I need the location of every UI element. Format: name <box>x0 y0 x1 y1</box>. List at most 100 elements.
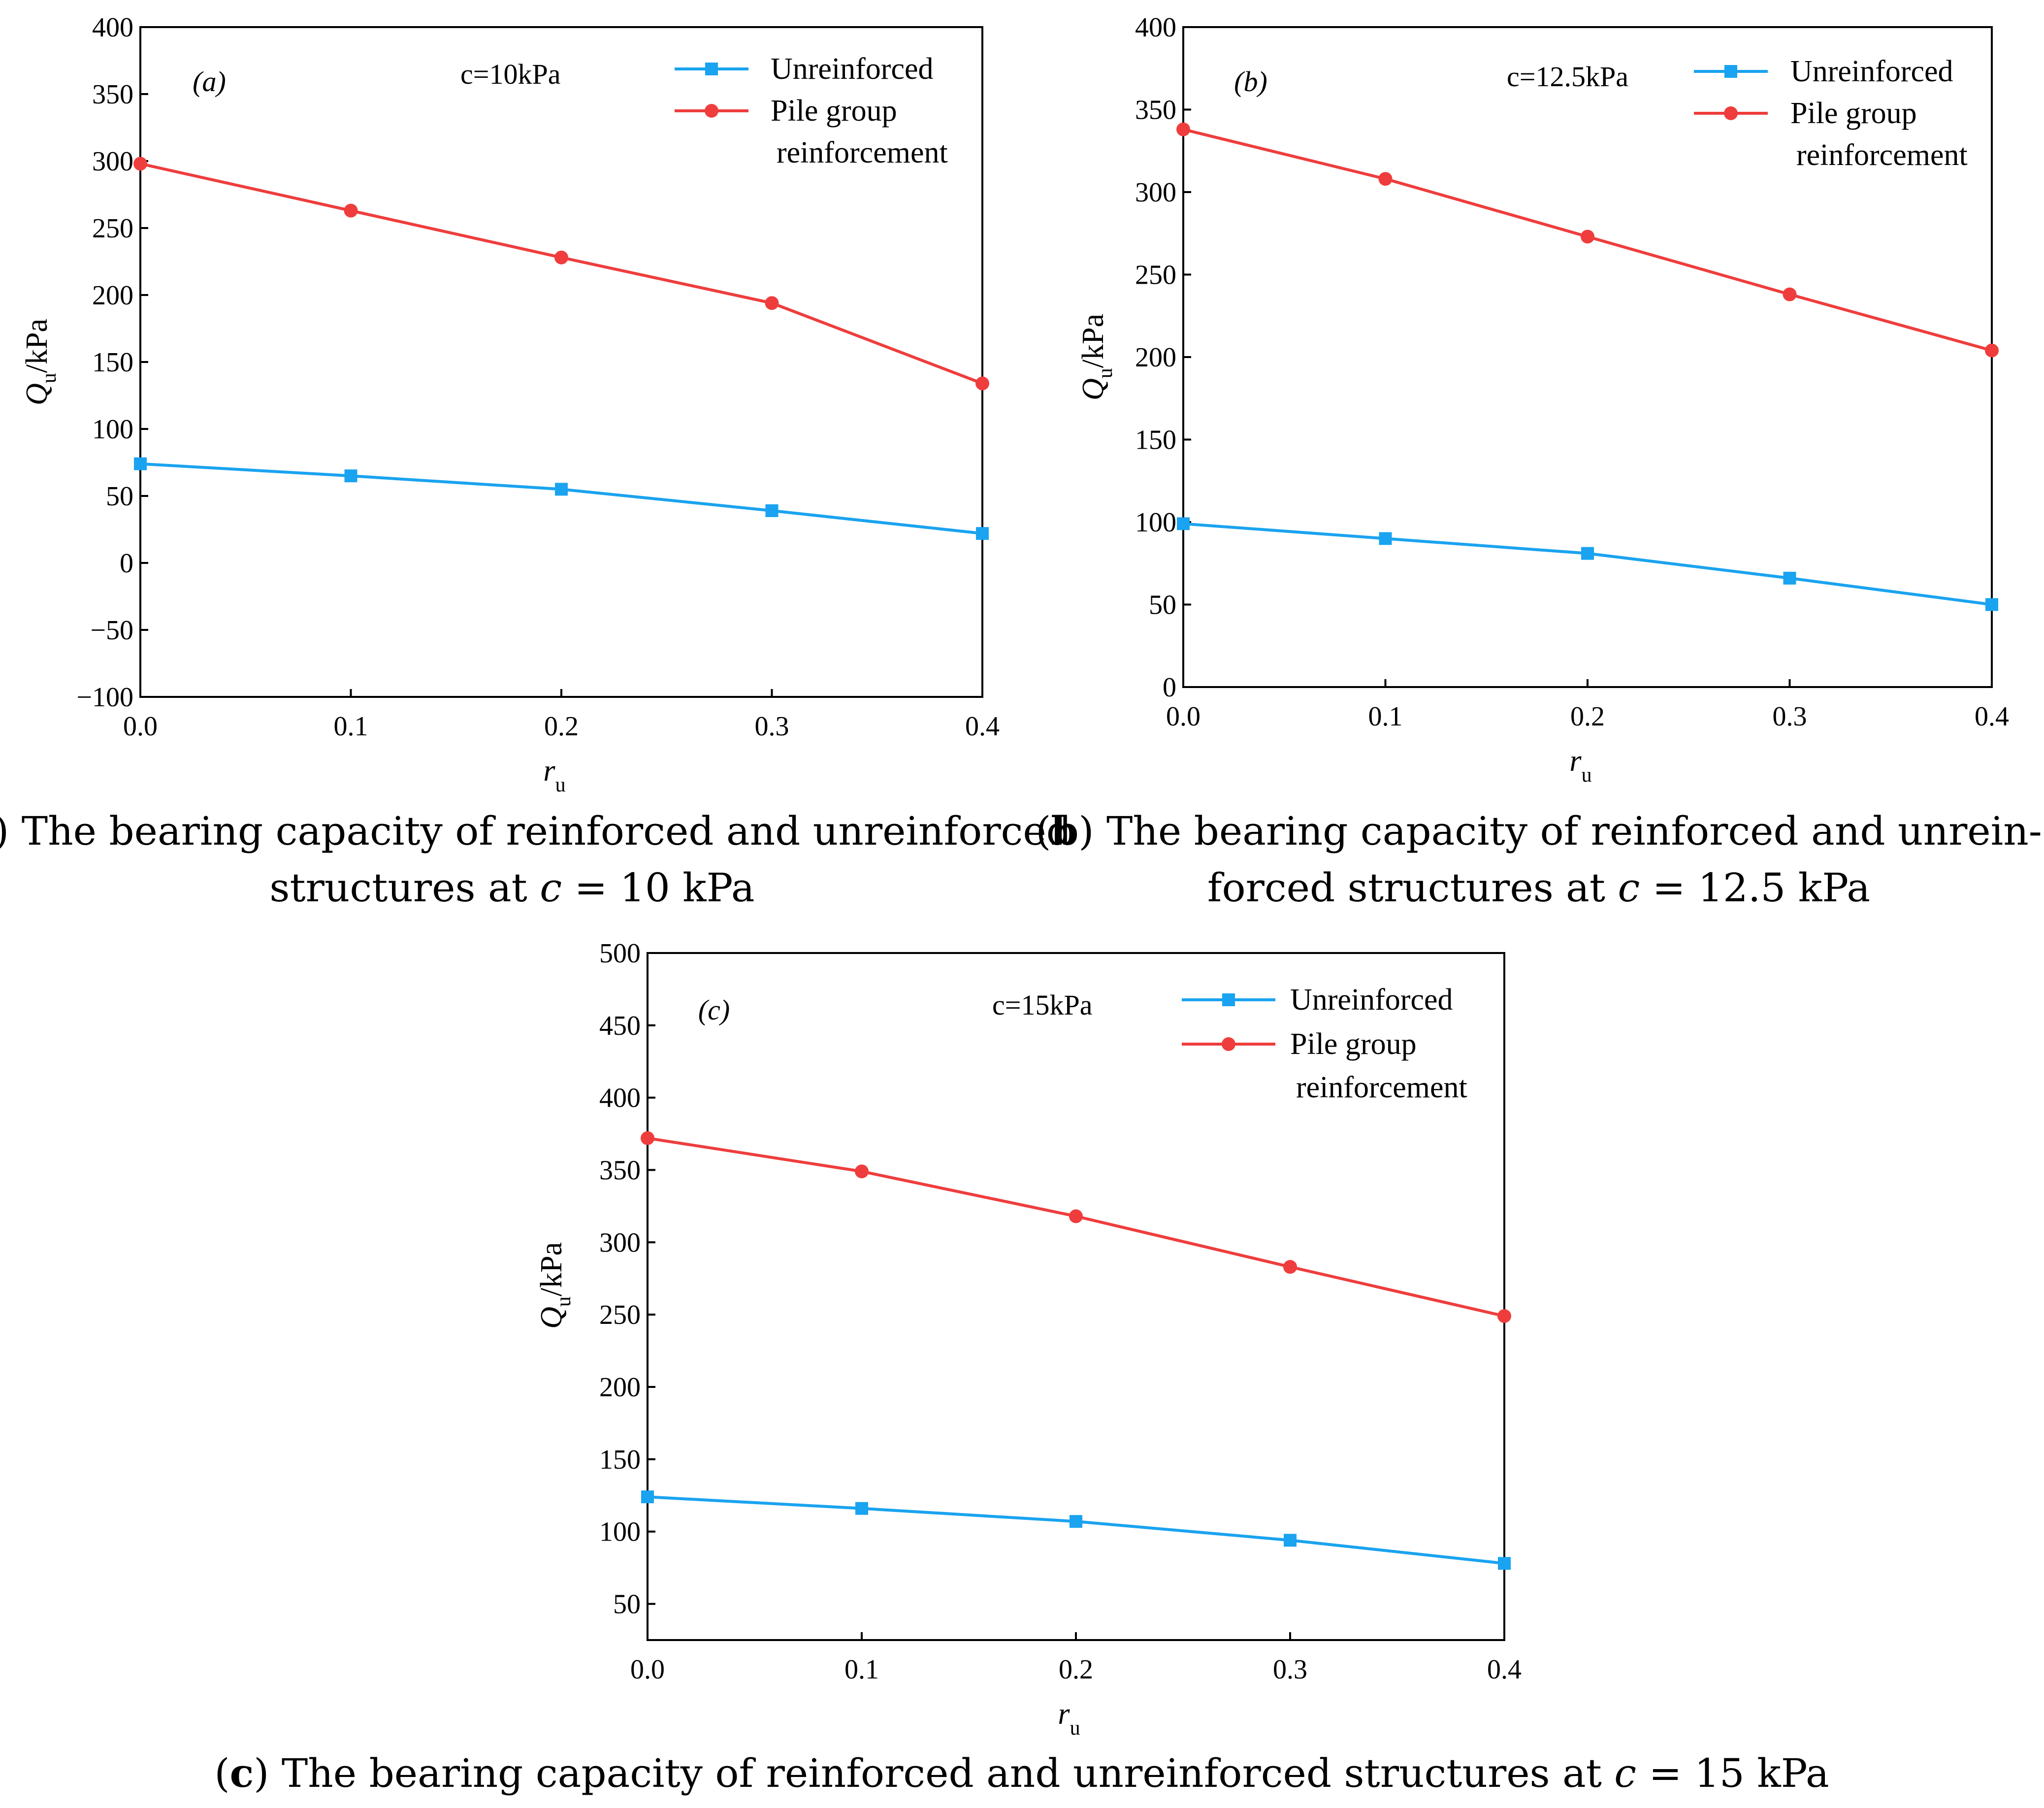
caption-c-text1: The bearing capacity of reinforced and u… <box>282 1750 1614 1796</box>
caption-c-letter: c <box>230 1750 254 1796</box>
data-point-pile-group <box>1176 122 1190 136</box>
legend-label-unreinforced: Unreinforced <box>1790 55 1953 88</box>
data-point-pile-group <box>554 250 568 264</box>
y-tick-label: 0 <box>1163 672 1176 703</box>
caption-paren: ) <box>1078 808 1106 854</box>
legend-marker-circle <box>705 104 718 118</box>
caption-a-line1: (a) The bearing capacity of reinforced a… <box>0 808 1071 854</box>
data-point-unreinforced <box>1498 1557 1511 1570</box>
data-point-unreinforced <box>765 504 779 517</box>
y-tick-label: 400 <box>92 12 133 43</box>
x-tick-label: 0.1 <box>844 1654 879 1685</box>
data-point-pile-group <box>1581 230 1594 244</box>
data-point-pile-group <box>1497 1309 1511 1323</box>
data-point-unreinforced <box>1581 547 1594 560</box>
caption-b-line1: (b) The bearing capacity of reinforced a… <box>1036 808 2042 854</box>
caption-c-line1: (c) The bearing capacity of reinforced a… <box>214 1750 1829 1796</box>
data-point-unreinforced <box>1379 532 1392 545</box>
y-tick-label: 500 <box>599 938 641 969</box>
y-tick-label: 150 <box>92 347 133 378</box>
y-tick-label: 150 <box>599 1445 641 1475</box>
y-tick-label: 450 <box>599 1011 641 1041</box>
data-point-unreinforced <box>1985 598 1998 611</box>
legend-label-pile-group-line1: Pile group <box>771 94 897 128</box>
chart-panel-c: 50 100 150 200 250 300 350 400 450 500 0.0 0.1 0.2 0.… <box>535 938 1522 1740</box>
y-tick-label: 250 <box>599 1300 641 1330</box>
y-tick-label: 350 <box>92 79 133 110</box>
x-tick-label: 0.4 <box>965 711 1000 742</box>
caption-paren: ( <box>214 1750 229 1796</box>
caption-b-letter: b <box>1051 808 1078 854</box>
y-axis-label-subscript: u <box>552 1296 575 1307</box>
caption-a-value: = 10 kPa <box>562 865 755 911</box>
panel-label: (b) <box>1234 66 1267 98</box>
y-tick-label: 50 <box>613 1589 641 1620</box>
y-tick-label: −50 <box>90 615 133 646</box>
caption-a-c: c <box>540 865 562 911</box>
caption-a-text1: The bearing capacity of reinforced and u… <box>22 808 1071 854</box>
data-point-pile-group <box>641 1131 654 1145</box>
caption-paren: ) <box>0 808 22 854</box>
y-tick-label: 100 <box>599 1517 641 1547</box>
chart-panel-b: 0 50 100 150 200 250 300 350 400 0.0 0.1 0.2 0.3 0.4 r… <box>1076 12 2009 787</box>
caption-a-text2: structures at <box>269 865 540 911</box>
y-axis-label-unit: /kPa <box>1076 314 1110 368</box>
x-tick-label: 0.4 <box>1975 701 2009 732</box>
x-tick-label: 0.3 <box>755 711 789 742</box>
caption-b-line2: forced structures at c = 12.5 kPa <box>1207 865 1870 911</box>
x-tick-label: 0.3 <box>1773 701 1807 732</box>
series-line-1 <box>140 162 983 385</box>
legend-label-pile-group-line1: Pile group <box>1790 97 1917 130</box>
x-tick-label: 0.2 <box>1570 701 1605 732</box>
y-tick-label: 0 <box>120 548 133 579</box>
y-tick-label: 250 <box>1135 260 1176 291</box>
caption-b-value: = 12.5 kPa <box>1640 865 1870 911</box>
y-tick-label: 200 <box>1135 342 1176 373</box>
x-tick-label: 0.1 <box>334 711 368 742</box>
cohesion-annotation: c=10kPa <box>460 58 560 90</box>
legend-marker-circle <box>1222 1037 1235 1051</box>
y-tick-label: 100 <box>1135 507 1176 538</box>
cohesion-annotation-text: c=15kPa <box>992 989 1092 1021</box>
data-point-unreinforced <box>1177 517 1190 530</box>
caption-a-line2: structures at c = 10 kPa <box>269 865 754 911</box>
data-point-pile-group <box>975 376 989 391</box>
data-point-pile-group <box>344 203 358 218</box>
y-tick-label: −100 <box>76 682 133 713</box>
x-axis-label-subscript: u <box>555 774 566 796</box>
legend-label-pile-group-line2: reinforcement <box>1296 1071 1467 1104</box>
figure-captions: (a) The bearing capacity of reinforced a… <box>0 808 2042 1796</box>
y-tick-label: 300 <box>599 1227 641 1258</box>
legend-marker-square <box>1724 65 1737 78</box>
legend-label-pile-group-line2: reinforcement <box>777 136 948 169</box>
y-axis-label-main: Q <box>535 1307 568 1329</box>
data-point-unreinforced <box>855 1502 868 1515</box>
data-point-unreinforced <box>976 527 989 540</box>
caption-b-c: c <box>1618 865 1640 911</box>
panel-label: (a) <box>193 66 226 98</box>
data-point-unreinforced <box>1783 571 1796 585</box>
data-point-pile-group <box>1069 1209 1083 1223</box>
series-line-0 <box>1183 522 1992 606</box>
y-axis-label-unit: /kPa <box>535 1242 568 1296</box>
x-axis-label-subscript: u <box>1582 764 1592 787</box>
series-line-0 <box>647 1495 1505 1565</box>
legend-marker-circle <box>1724 106 1738 120</box>
panel-label: (c) <box>698 994 730 1026</box>
x-tick-label: 0.0 <box>123 711 158 742</box>
y-tick-label: 300 <box>1135 177 1176 208</box>
y-tick-label: 50 <box>1149 590 1176 621</box>
x-tick-label: 0.4 <box>1487 1654 1522 1685</box>
data-point-pile-group <box>1283 1260 1297 1274</box>
legend-label-unreinforced: Unreinforced <box>1290 983 1453 1017</box>
caption-paren: ( <box>1036 808 1051 854</box>
data-point-unreinforced <box>134 457 147 470</box>
y-axis-label: Qu/kPa <box>535 1242 575 1329</box>
y-axis-label-main: Q <box>20 383 54 405</box>
x-axis-label-subscript: u <box>1070 1717 1080 1740</box>
cohesion-annotation-text: c=12.5kPa <box>1507 61 1628 93</box>
data-point-unreinforced <box>344 469 357 483</box>
data-point-unreinforced <box>1284 1534 1297 1547</box>
y-tick-label: 350 <box>599 1155 641 1186</box>
